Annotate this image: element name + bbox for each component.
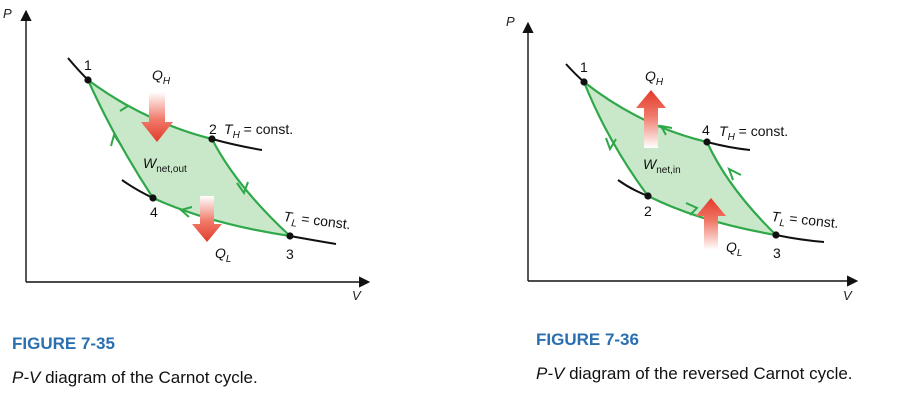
state-label-1: 1 [580,59,588,75]
state-label-3: 3 [286,246,294,262]
state-label-2: 2 [209,121,217,137]
heat-in-arrow [141,92,173,142]
state-point-2 [208,135,216,143]
state-point-1 [580,78,588,86]
state-point-3 [772,231,780,239]
figure-caption: P-V diagram of the reversed Carnot cycle… [536,364,853,383]
state-point-4 [703,138,711,146]
figure-number: FIGURE 7-35 [12,334,115,353]
isotherm-low-label: TL = const. [282,208,351,236]
process-arrow-4-1 [110,132,122,147]
heat-in-arrow [696,198,726,250]
heat-out-arrow [192,196,222,242]
v-axis-label: V [352,288,362,303]
p-axis-label: P [3,6,12,21]
process-arrow-2-3 [685,202,699,216]
net-work-label: Wnet,out [143,155,187,175]
state-point-3 [286,232,294,240]
state-point-2 [644,192,652,200]
v-axis-label: V [843,288,853,303]
state-label-3: 3 [773,245,781,261]
state-point-1 [84,76,92,84]
cycle-area [582,80,778,237]
figure-number: FIGURE 7-36 [536,330,639,349]
process-arrow-2-3 [236,181,249,196]
state-point-4 [149,194,157,202]
state-label-1: 1 [84,57,92,73]
process-arrow-4-1 [659,124,673,136]
reversed-carnot-pv-diagram: P V 1 4 3 2 QH QL Wnet,in TH = const. TL… [506,14,859,303]
heat-out-arrow [636,90,666,148]
process-arrow-3-4 [727,166,742,181]
process-arrow-3-4 [178,206,193,218]
state-label-4: 4 [150,204,158,220]
state-label-4: 4 [702,122,710,138]
process-arrow-1-2 [605,137,617,152]
state-label-2: 2 [644,203,652,219]
q-low-label: QL [726,239,742,259]
q-low-label: QL [215,245,231,265]
q-high-label: QH [645,68,664,88]
isotherm-high-label: TH = const. [719,123,788,143]
net-work-label: Wnet,in [643,156,681,176]
cycle-area [86,78,292,238]
p-axis-label: P [506,14,515,29]
process-arrow-1-2 [117,99,130,112]
q-high-label: QH [152,67,171,87]
isotherm-low-label: TL = const. [770,208,839,235]
carnot-pv-diagram: P V 1 2 3 4 QH QL Wnet,out TH = const. T… [3,6,371,303]
figure-caption: P-V diagram of the Carnot cycle. [12,368,258,387]
isotherm-high-label: TH = const. [224,121,293,141]
